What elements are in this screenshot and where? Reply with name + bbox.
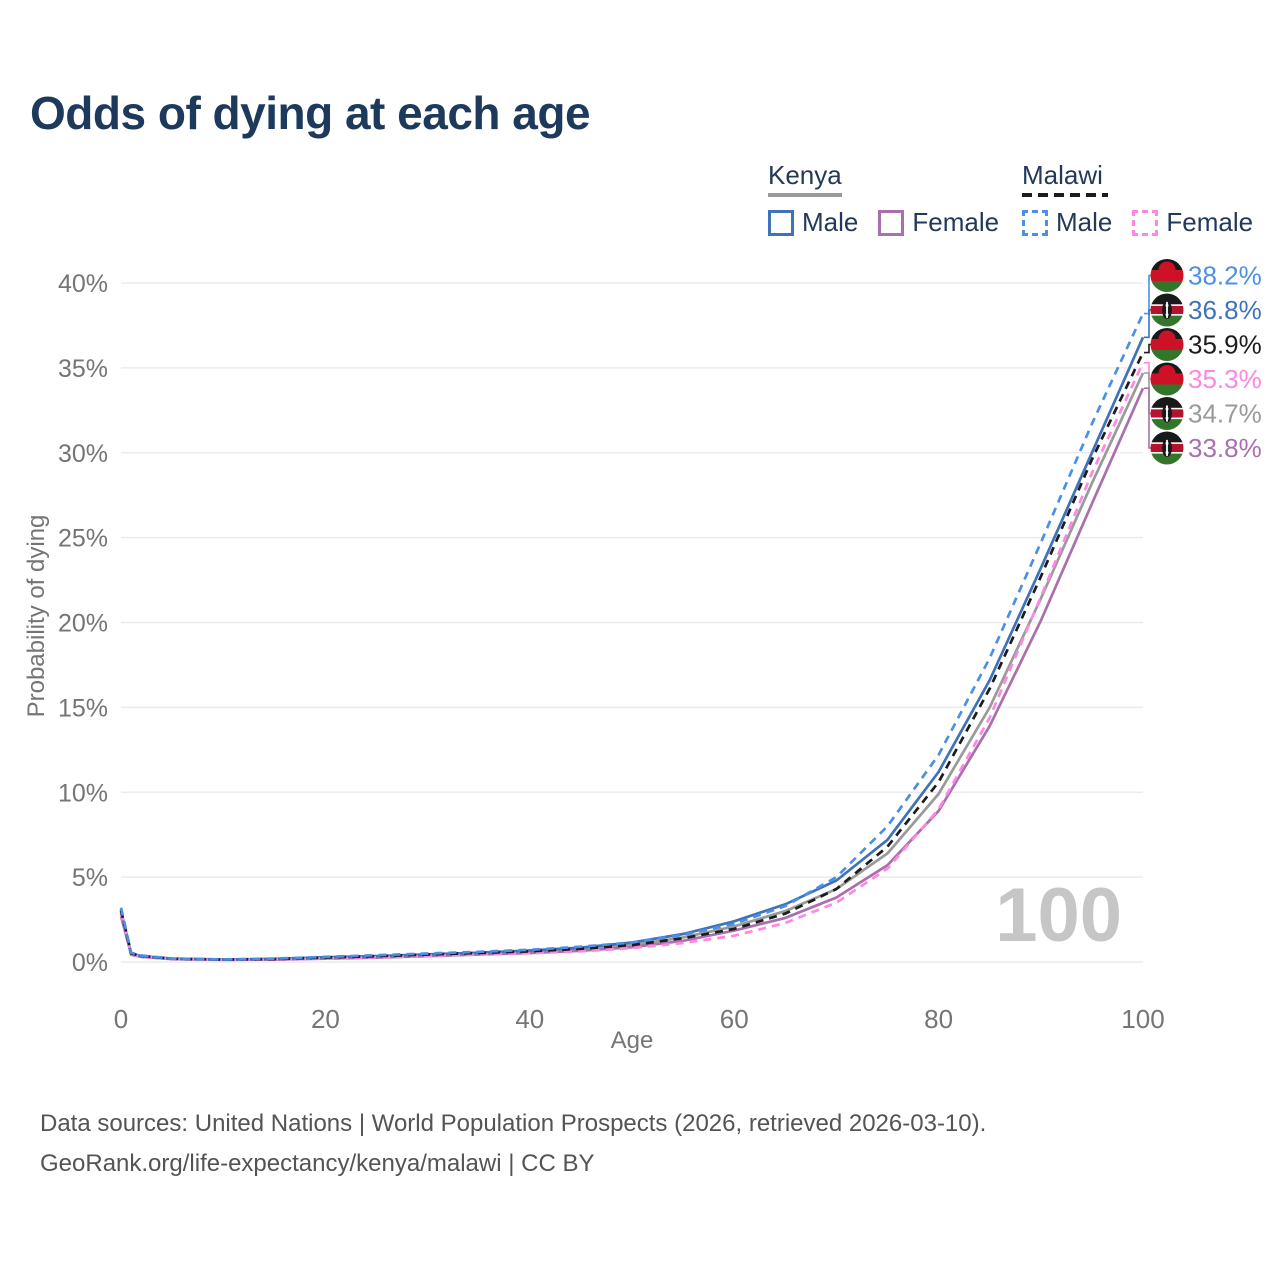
end-label-malawi-all: 35.9% [1188, 330, 1262, 360]
end-label-kenya-all: 34.7% [1188, 399, 1262, 429]
age-counter-watermark: 100 [995, 873, 1122, 958]
legend-item-label: Male [1056, 207, 1113, 237]
footer: Data sources: United Nations | World Pop… [40, 1104, 986, 1184]
y-tick-label: 25% [58, 525, 108, 553]
legend-country-malawi[interactable]: Malawi [1022, 160, 1103, 190]
x-tick-label: 60 [720, 1004, 749, 1034]
malawi-dashed-line-swatch [1022, 193, 1108, 197]
x-tick-label: 80 [924, 1004, 953, 1034]
legend-group-malawi: Malawi Male Female [1022, 160, 1253, 238]
connector-kenya-female [1144, 387, 1152, 449]
malawi-flag-icon [1150, 328, 1184, 361]
series-line-kenya-male[interactable] [119, 336, 1145, 961]
kenya-flag-icon [1150, 293, 1184, 327]
y-tick-label: 30% [58, 440, 108, 468]
series-line-malawi-all[interactable] [119, 352, 1145, 961]
x-axis-title: Age [611, 1027, 654, 1054]
legend-group-kenya: Kenya Male Female [768, 160, 999, 238]
malawi-flag-icon [1150, 259, 1184, 292]
y-tick-label: 20% [58, 610, 108, 638]
x-axis-tick-labels: 0 20 40 60 80 100 [114, 1004, 1165, 1034]
malawi-male-swatch-icon [1022, 209, 1048, 236]
y-tick-label: 5% [72, 864, 108, 892]
x-tick-label: 20 [311, 1004, 340, 1034]
gridlines [121, 282, 1143, 963]
legend-item-label: Female [1166, 207, 1254, 237]
end-label-connectors [1144, 274, 1152, 449]
end-label-kenya-male: 36.8% [1188, 295, 1262, 325]
legend-country-kenya[interactable]: Kenya [768, 160, 842, 190]
malawi-flag-icon [1150, 362, 1184, 396]
y-tick-label: 40% [58, 270, 108, 298]
y-tick-label: 35% [58, 355, 108, 383]
end-label-malawi-female: 35.3% [1188, 364, 1262, 394]
legend-item-kenya-male[interactable]: Male [768, 207, 858, 238]
legend-item-kenya-female[interactable]: Female [878, 207, 999, 238]
legend-item-label: Male [802, 207, 859, 237]
y-tick-label: 15% [58, 694, 108, 722]
attribution-line[interactable]: GeoRank.org/life-expectancy/kenya/malawi… [40, 1150, 595, 1177]
end-label-kenya-female: 33.8% [1188, 433, 1262, 463]
x-tick-label: 100 [1121, 1004, 1164, 1034]
series-line-malawi-male[interactable] [119, 313, 1145, 961]
y-axis-title: Probability of dying [23, 515, 50, 718]
kenya-female-swatch-icon [878, 209, 905, 236]
kenya-flag-icon [1150, 397, 1184, 430]
end-value-labels: 38.2% 36.8% 35.9% 35.3% 34.7% 33.8% [1150, 259, 1262, 465]
end-label-malawi-male: 38.2% [1188, 261, 1262, 291]
x-tick-label: 40 [515, 1004, 544, 1034]
kenya-flag-icon [1150, 431, 1184, 465]
y-tick-label: 10% [58, 779, 108, 807]
kenya-male-swatch-icon [768, 209, 794, 236]
series-line-kenya-all[interactable] [119, 372, 1145, 961]
y-tick-label: 0% [72, 949, 108, 977]
y-axis-tick-labels: 0% 5% 10% 15% 20% 25% 30% 35% 40% [58, 270, 108, 977]
legend-item-malawi-male[interactable]: Male [1022, 207, 1112, 238]
legend-item-label: Female [912, 207, 1000, 237]
kenya-solid-line-swatch [768, 193, 842, 197]
legend-item-malawi-female[interactable]: Female [1132, 207, 1253, 238]
malawi-female-swatch-icon [1132, 209, 1159, 236]
data-sources-line: Data sources: United Nations | World Pop… [40, 1110, 987, 1137]
x-tick-label: 0 [114, 1004, 128, 1034]
series-lines [119, 313, 1145, 962]
page-title: Odds of dying at each age [30, 87, 591, 139]
series-line-kenya-female[interactable] [119, 387, 1145, 962]
